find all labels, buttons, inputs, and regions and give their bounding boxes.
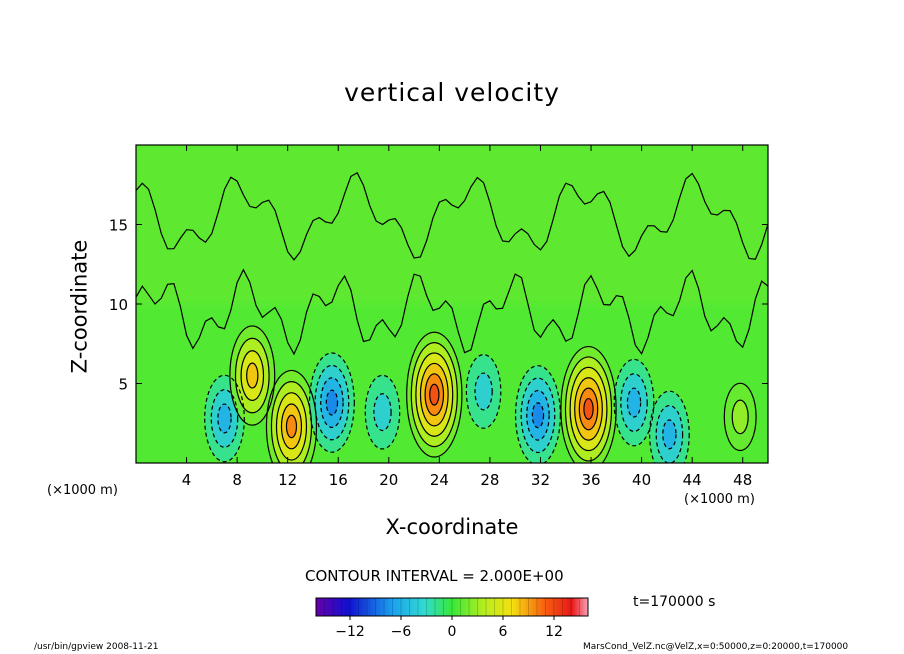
x-tick-label: 40 [632, 471, 651, 489]
y-tick-label: 5 [118, 376, 128, 394]
contour-9-4 [574, 377, 603, 441]
contour-6-1 [406, 331, 463, 458]
velocity-cell-7 [466, 354, 501, 429]
y-axis: 5 10 15 [109, 217, 768, 394]
contour-3-4 [280, 403, 303, 450]
x-unit-note-right: (×1000 m) [684, 492, 755, 507]
contour-8-1 [514, 365, 561, 463]
colorbar-tick-label: −12 [335, 624, 365, 640]
zero-contour-line [136, 268, 768, 356]
time-text: t=170000 s [633, 594, 716, 610]
x-tick-label: 32 [531, 471, 550, 489]
contour-8-2 [520, 377, 556, 454]
x-tick-label: 24 [430, 471, 449, 489]
contour-3-5 [285, 414, 298, 439]
contour-1-2 [210, 389, 239, 448]
x-axis: 4 8 12 16 20 24 28 32 36 40 44 48 [182, 145, 752, 489]
contour-4-2 [314, 364, 350, 441]
velocity-cell-11 [649, 391, 690, 463]
colorbar-tick-label: −6 [391, 624, 412, 640]
x-tick-label: 12 [278, 471, 297, 489]
colorbar-segments [315, 598, 580, 616]
contour-7-2 [474, 372, 493, 411]
contour-6-3 [415, 352, 454, 437]
field-upper-band [136, 145, 768, 304]
contour-8-3 [526, 389, 550, 441]
contour-9-6 [583, 397, 594, 420]
contour-3-3 [275, 392, 308, 461]
x-tick-label: 44 [683, 471, 702, 489]
colorbar-tick-label: 12 [545, 624, 563, 640]
contour-2-1 [229, 325, 276, 426]
contour-4-3 [320, 377, 344, 428]
heatmap-field [136, 145, 768, 463]
x-unit-note-left: (×1000 m) [47, 483, 118, 498]
contour-2-3 [240, 350, 265, 401]
contour-4-1 [308, 352, 355, 453]
x-tick-label: 36 [581, 471, 600, 489]
velocity-cell-10 [614, 359, 654, 446]
contour-7-1 [465, 354, 502, 429]
footer-right: MarsCond_VelZ.nc@VelZ,x=0:50000,z=0:2000… [583, 642, 849, 652]
contour-10-3 [626, 387, 642, 418]
contour-11-3 [662, 419, 677, 450]
footer-left: /usr/bin/gpview 2008-11-21 [34, 642, 159, 652]
contour-6-2 [410, 342, 458, 448]
contour-1-1 [204, 374, 245, 463]
contour-11-2 [655, 404, 684, 463]
x-tick-label: 16 [329, 471, 348, 489]
contour-9-2 [564, 356, 613, 462]
velocity-cell-2 [229, 325, 275, 426]
contour-5-1 [364, 374, 401, 450]
x-tick-label: 20 [379, 471, 398, 489]
velocity-cell-6 [406, 332, 462, 458]
contour-1-3 [217, 403, 232, 434]
contour-9-1 [560, 345, 617, 463]
contour-11-1 [649, 390, 690, 463]
contour-12-2 [731, 399, 749, 435]
velocity-cell-4 [309, 352, 355, 453]
contour-9-5 [578, 387, 599, 431]
contour-lines [136, 171, 768, 463]
colorbar-tick-label: 0 [448, 624, 457, 640]
colorbar: −12 −6 0 6 12 [315, 597, 589, 640]
velocity-cell-9 [560, 346, 617, 463]
colorbar-tick-label: 6 [499, 624, 508, 640]
x-tick-label: 8 [232, 471, 242, 489]
contour-interval-text: CONTOUR INTERVAL = 2.000E+00 [305, 567, 564, 585]
contour-3-2 [270, 381, 313, 463]
y-tick-label: 10 [109, 296, 128, 314]
x-axis-label: X-coordinate [385, 515, 519, 539]
contour-3-1 [265, 369, 318, 463]
contour-8-4 [531, 402, 545, 429]
contour-12-1 [723, 382, 757, 452]
contour-6-6 [429, 383, 440, 406]
contour-5-2 [373, 393, 392, 432]
x-tick-label: 48 [733, 471, 752, 489]
contour-6-4 [419, 362, 449, 427]
velocity-cell-5 [365, 375, 400, 449]
x-tick-label: 28 [480, 471, 499, 489]
chart-title: vertical velocity [344, 78, 560, 107]
contour-2-2 [234, 337, 270, 414]
contour-10-2 [620, 373, 648, 432]
velocity-cell-8 [515, 365, 561, 463]
contour-10-1 [613, 358, 655, 447]
y-tick-label: 15 [109, 217, 128, 235]
contour-4-4 [325, 389, 339, 416]
velocity-cell-12 [724, 383, 757, 451]
contour-9-3 [569, 366, 608, 452]
upper-contour-line [136, 171, 768, 261]
contour-2-4 [246, 362, 259, 389]
y-axis-label: Z-coordinate [67, 239, 92, 374]
x-tick-label: 4 [182, 471, 192, 489]
contour-6-5 [424, 373, 445, 417]
